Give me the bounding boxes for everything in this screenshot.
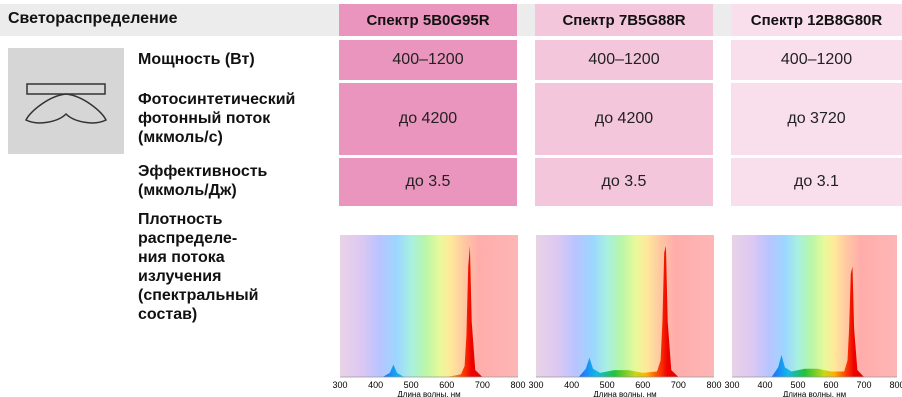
efficiency-value-5b0g95r: до 3.5 — [405, 173, 451, 190]
light-distribution-thumbnail — [8, 48, 124, 154]
photon-flux-value-5b0g95r: до 4200 — [398, 110, 458, 127]
spectrum-chart-1: 300 400 500 600 700 800 Длина волны, нм — [332, 235, 526, 397]
row-label-power: Мощность (Вт) — [138, 51, 255, 68]
spectrum-background — [732, 235, 897, 377]
spectrum-background — [536, 235, 714, 377]
power-value-7b5g88r: 400–1200 — [588, 51, 660, 68]
row-label-efficiency: Эффективность (мкмоль/Дж) — [138, 163, 268, 199]
power-value-5b0g95r: 400–1200 — [392, 51, 464, 68]
photon-flux-value-12b8g80r: до 3720 — [787, 110, 846, 127]
column-bg-7b5g88r — [535, 40, 713, 206]
spectrum-chart-3: 300 400 500 600 700 800 Длина волны, нм — [724, 235, 902, 397]
x-tick-label: 300 — [528, 380, 543, 390]
x-tick-label: 500 — [600, 380, 615, 390]
x-tick-label: 600 — [823, 380, 838, 390]
row-label-photon-flux: Фотосинтетический фотонный поток (мкмоль… — [138, 91, 296, 146]
x-tick-label: 500 — [404, 380, 419, 390]
x-tick-label: 700 — [671, 380, 686, 390]
photon-flux-value-7b5g88r: до 4200 — [594, 110, 654, 127]
light-distribution-icon — [24, 83, 108, 124]
power-value-12b8g80r: 400–1200 — [780, 51, 853, 68]
efficiency-value-7b5g88r: до 3.5 — [601, 173, 647, 190]
spectrum-chart-2: 300 400 500 600 700 800 Длина волны, нм — [528, 235, 722, 397]
x-tick-label: 700 — [856, 380, 871, 390]
x-tick-label: 800 — [510, 380, 525, 390]
spectrum-background — [340, 235, 518, 377]
x-tick-label: 300 — [332, 380, 347, 390]
efficiency-value-12b8g80r: до 3.1 — [794, 173, 839, 190]
column-header-5b0g95r: Спектр 5B0G95R — [339, 4, 517, 36]
x-tick-label: 600 — [635, 380, 650, 390]
spectrum-charts: 300 400 500 600 700 800 Длина волны, нм 300 400 5… — [332, 235, 902, 397]
row-divider — [339, 80, 902, 83]
x-tick-label: 500 — [790, 380, 805, 390]
column-header-7b5g88r: Спектр 7B5G88R — [535, 4, 713, 36]
x-tick-label: 400 — [757, 380, 772, 390]
column-bg-5b0g95r — [339, 40, 517, 206]
row-divider — [339, 155, 902, 158]
x-tick-label: 400 — [368, 380, 383, 390]
row-label-spectral-distribution: Плотность распределе- ния потока излучен… — [138, 211, 259, 323]
x-axis-label: Длина волны, нм — [783, 390, 846, 397]
x-tick-label: 800 — [889, 380, 902, 390]
x-tick-label: 700 — [475, 380, 490, 390]
column-header-12b8g80r: Спектр 12B8G80R — [731, 4, 902, 36]
x-tick-label: 400 — [564, 380, 579, 390]
x-axis-label: Длина волны, нм — [397, 390, 460, 397]
x-tick-label: 600 — [439, 380, 454, 390]
x-tick-label: 300 — [724, 380, 739, 390]
x-axis-label: Длина волны, нм — [593, 390, 656, 397]
column-bg-12b8g80r — [731, 40, 902, 206]
light-distribution-title: Светораспределение — [8, 10, 178, 27]
x-tick-label: 800 — [706, 380, 721, 390]
